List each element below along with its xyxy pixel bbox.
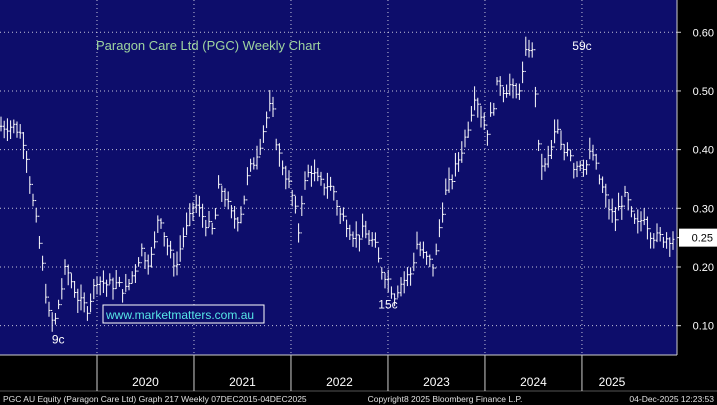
watermark-box: [102, 304, 265, 324]
y-tick-label: 0.50: [693, 86, 714, 98]
y-tick-label: 0.40: [693, 145, 714, 157]
x-tick-label: 2022: [326, 375, 353, 389]
annotation-label: 15c: [378, 297, 397, 311]
footer-right: 04-Dec-2025 12:23:53: [629, 394, 714, 404]
annotation-label: 9c: [52, 333, 65, 347]
y-axis: 0.10 0.20 0.25 0.30 0.40 0.50 0.60: [677, 27, 717, 333]
footer-bar: [0, 391, 717, 405]
chart-title: Paragon Care Ltd (PGC) Weekly Chart: [96, 38, 321, 53]
annotation-label: 59c: [572, 39, 591, 53]
x-axis: 2020 2021 2022 2023 2024 2025: [96, 355, 626, 391]
annotations: 9c 15c 59c: [52, 39, 592, 346]
watermark-text: www.marketmatters.com.au: [105, 308, 254, 322]
y-tick-label: 0.10: [693, 321, 714, 333]
footer-center: Copyright8 2025 Bloomberg Finance L.P.: [368, 394, 523, 404]
y-tick-label: 0.20: [693, 262, 714, 274]
last-price-box: [679, 228, 717, 247]
x-tick-label: 2021: [229, 375, 256, 389]
y-axis-panel: [677, 0, 717, 355]
x-tick-label: 2025: [599, 375, 626, 389]
x-tick-label: 2024: [520, 375, 547, 389]
x-tick-label: 2023: [423, 375, 450, 389]
price-bars: [0, 36, 675, 332]
x-axis-panel: [0, 355, 717, 392]
y-tick-label: 0.30: [693, 203, 714, 215]
x-tick-label: 2020: [132, 375, 159, 389]
footer-left: PGC AU Equity (Paragon Care Ltd) Graph 2…: [3, 394, 307, 404]
y-tick-label: 0.60: [693, 27, 714, 39]
plot-area: [0, 0, 677, 355]
last-price-label: 0.25: [692, 233, 713, 245]
